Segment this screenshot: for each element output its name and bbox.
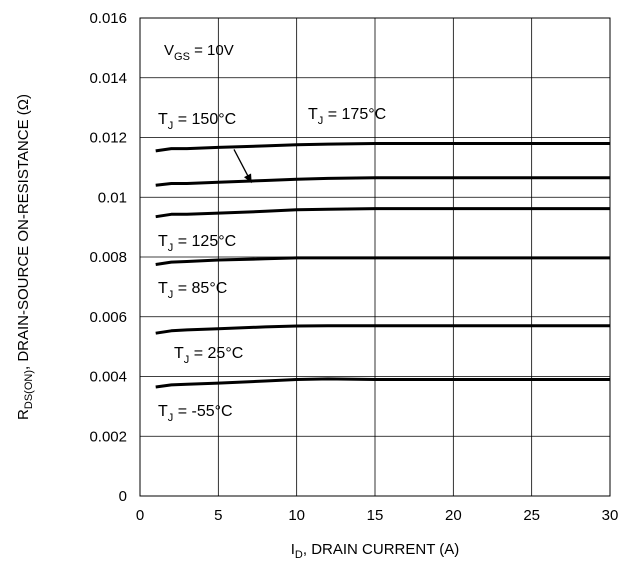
x-tick-label: 5 xyxy=(214,507,222,524)
y-tick-label: 0 xyxy=(119,488,127,505)
y-tick-label: 0.006 xyxy=(89,309,127,326)
series-line xyxy=(155,176,610,187)
y-tick-label: 0.002 xyxy=(89,428,127,445)
y-tick-label: 0.01 xyxy=(98,189,127,206)
y-axis-label: RDS(ON), DRAIN-SOURCE ON-RESISTANCE (Ω) xyxy=(15,94,35,420)
condition-annotation: VGS = 10V xyxy=(164,42,234,63)
x-tick-label: 20 xyxy=(445,507,462,524)
series-label: TJ = 25°C xyxy=(174,345,243,366)
series-label: TJ = 85°C xyxy=(158,280,227,301)
series-labels: TJ = 175°C TJ = 150°C TJ = 125°C TJ = 85°C T… xyxy=(158,106,386,424)
x-tick-label: 15 xyxy=(367,507,384,524)
y-tick-label: 0.004 xyxy=(89,369,127,386)
series-line xyxy=(155,256,610,266)
series-group xyxy=(155,142,610,389)
series-label: TJ = -55°C xyxy=(158,403,233,424)
x-tick-labels: 0 5 10 15 20 25 30 xyxy=(136,507,619,524)
y-tick-label: 0.012 xyxy=(89,130,127,147)
y-tick-label: 0.016 xyxy=(89,10,127,27)
series-line xyxy=(155,207,610,219)
series-label: TJ = 125°C xyxy=(158,233,236,254)
x-tick-label: 10 xyxy=(288,507,305,524)
x-axis-label: ID, DRAIN CURRENT (A) xyxy=(291,541,460,561)
y-tick-label: 0.008 xyxy=(89,249,127,266)
series-line xyxy=(155,142,610,153)
series-label: TJ = 175°C xyxy=(308,106,386,127)
x-tick-label: 25 xyxy=(523,507,540,524)
x-tick-label: 30 xyxy=(602,507,619,524)
x-tick-label: 0 xyxy=(136,507,144,524)
annotation-arrow xyxy=(233,149,252,184)
y-tick-label: 0.014 xyxy=(89,70,127,87)
series-label: TJ = 150°C xyxy=(158,111,236,132)
series-line xyxy=(155,377,610,389)
y-tick-labels: 0 0.002 0.004 0.006 0.008 0.01 0.012 0.014 0.016 xyxy=(89,10,127,505)
series-line xyxy=(155,324,610,335)
